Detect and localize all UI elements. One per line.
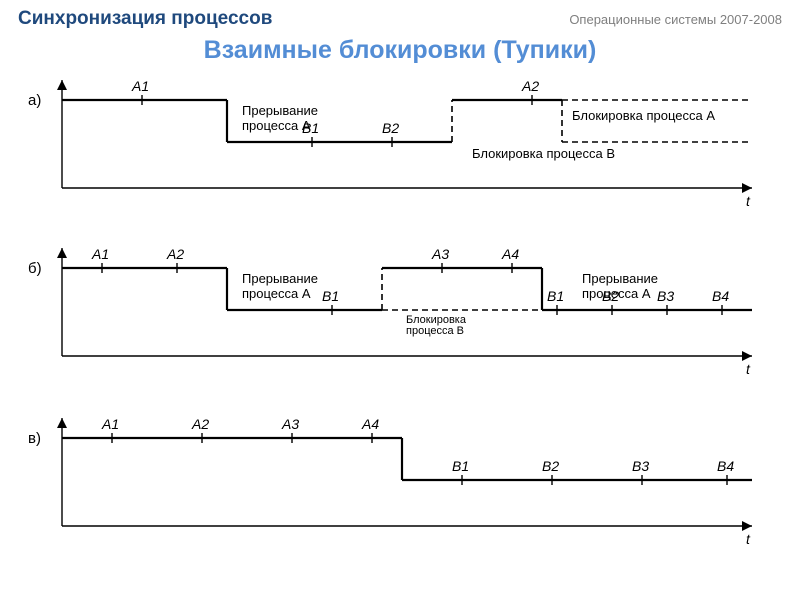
tick-label: A1: [131, 78, 149, 94]
axis-label-t: t: [746, 193, 751, 209]
axis-label-t: t: [746, 531, 751, 547]
axis-label-t: t: [746, 361, 751, 377]
tick-label: A3: [281, 416, 299, 432]
tick-label: B2: [542, 458, 559, 474]
tick-label: A1: [91, 246, 109, 262]
timing-diagram: а)tA1A2B1B2Прерываниепроцесса АБлокировк…: [12, 72, 788, 592]
panel-label-b: б): [28, 260, 42, 277]
tick-label: B2: [382, 120, 399, 136]
tick-label: B1: [452, 458, 469, 474]
tick-label: A2: [166, 246, 184, 262]
tick-label: B4: [717, 458, 734, 474]
header-course: Операционные системы 2007-2008: [569, 12, 782, 27]
annotation: процесса А: [582, 286, 651, 301]
panel-label-c: в): [28, 430, 41, 447]
tick-label: A1: [101, 416, 119, 432]
annotation: Прерывание: [242, 103, 318, 118]
tick-label: A2: [191, 416, 209, 432]
annotation: процесса В: [406, 325, 464, 337]
annotation: процесса А: [242, 286, 311, 301]
annotation: Прерывание: [582, 271, 658, 286]
annotation: Прерывание: [242, 271, 318, 286]
tick-label: B3: [657, 288, 674, 304]
tick-label: A4: [361, 416, 379, 432]
tick-label: B4: [712, 288, 729, 304]
panel-label-a: а): [28, 92, 41, 109]
annotation: Блокировка процесса В: [472, 146, 615, 161]
page-title: Взаимные блокировки (Тупики): [0, 36, 800, 65]
tick-label: A3: [431, 246, 449, 262]
tick-label: A4: [501, 246, 519, 262]
tick-label: B1: [547, 288, 564, 304]
tick-label: B3: [632, 458, 649, 474]
tick-label: B1: [322, 288, 339, 304]
annotation: процесса А: [242, 118, 311, 133]
tick-label: A2: [521, 78, 539, 94]
annotation: Блокировка процесса А: [572, 108, 715, 123]
header-sync: Синхронизация процессов: [18, 8, 272, 30]
